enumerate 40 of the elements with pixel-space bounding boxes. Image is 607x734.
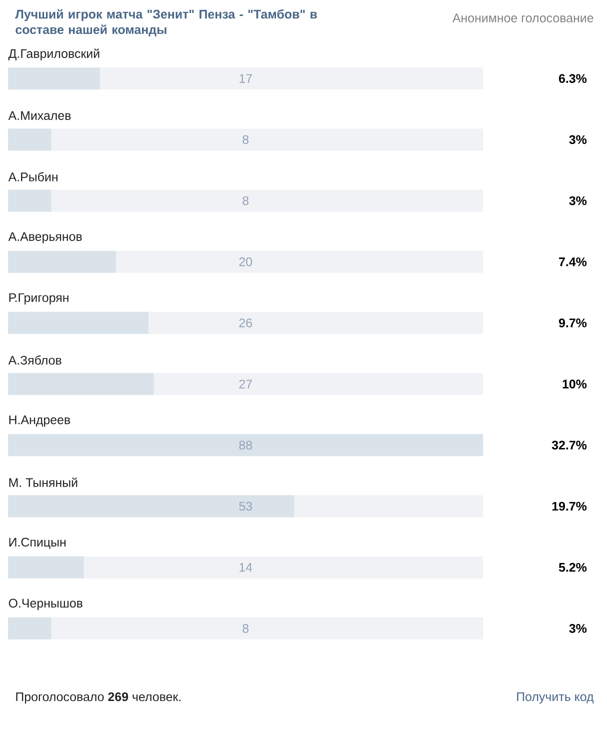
y-tick-label: А.Аверьянов [8,232,82,244]
data-label: 14 [240,563,252,572]
data-label: 20 [239,257,252,266]
chart-title: Лучший игрок матча "Зенит" Пенза - "Тамбов" в составе нашей команды [15,9,317,36]
y-tick-label: А.Рыбин [8,172,58,182]
bar [8,190,52,212]
text: 32.7% [552,440,587,450]
y-tick-label: Д.Гавриловский [8,48,100,60]
y-tick-label: М. Тыняный [9,478,78,487]
bar [8,556,84,578]
data-label: 26 [239,318,252,328]
text: 19.7% [552,502,587,511]
data-label: 53 [239,502,252,511]
bar [8,128,52,151]
data-label: 8 [242,624,249,633]
text: 3% [569,624,587,633]
y-tick-label: Р.Григорян [9,293,68,305]
data-label: 88 [239,440,252,450]
text: 5.2% [558,562,587,572]
y-tick-label: А.Михалев [8,111,71,120]
bar [8,250,116,273]
y-tick-label: Н.Андреев [9,416,70,427]
bar [8,617,52,640]
data-label: 27 [239,380,252,388]
y-tick-label: А.Зяблов [8,355,62,365]
text: Анонимное голосование [452,14,594,22]
text: 7.4% [559,257,587,266]
data-label: 8 [242,135,249,144]
text: 6.3% [558,74,587,83]
text: Проголосовало 269 человек. [16,692,180,704]
data-label: 17 [240,74,252,83]
text: 10% [562,380,587,388]
y-tick-label: И.Спицын [9,538,66,549]
text: 3% [569,135,587,144]
text: Получить код [517,692,594,704]
data-label: 8 [242,196,249,206]
y-tick-label: О.Чернышов [8,598,82,610]
bar [8,68,100,90]
text: 3% [569,196,587,206]
text: 9.7% [558,318,587,328]
